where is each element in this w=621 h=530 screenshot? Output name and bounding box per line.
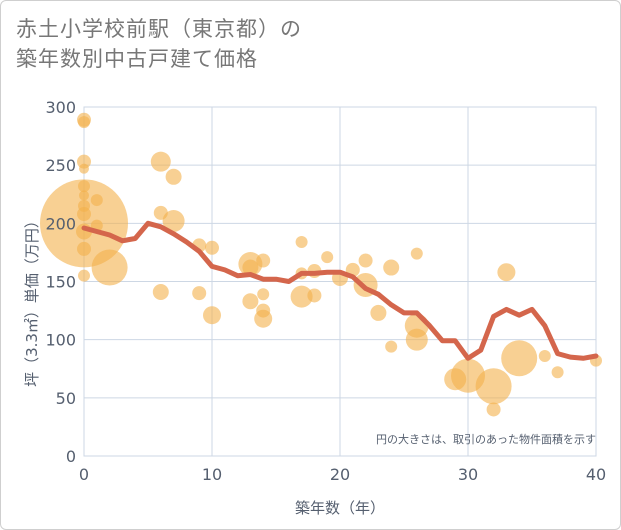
data-bubble [78,180,90,193]
data-bubble [79,163,89,174]
data-bubble [383,259,400,276]
data-bubble [501,340,538,377]
data-bubble [91,249,128,286]
y-tick-label: 150 [45,273,76,292]
data-bubble [405,328,428,351]
data-bubble [205,240,219,255]
data-bubble [162,210,185,233]
data-bubble [79,190,89,201]
x-tick-label: 0 [79,465,89,484]
data-bubble [290,285,313,308]
data-bubble [256,303,271,318]
data-bubble [307,288,322,303]
data-bubble [551,366,564,379]
data-bubble [165,168,182,185]
data-bubble [78,199,90,212]
data-bubble [257,288,270,301]
x-tick-label: 30 [458,465,478,484]
x-tick-label: 10 [202,465,222,484]
data-bubble [538,349,551,362]
data-bubble [77,241,91,256]
average-price-line [81,220,599,361]
grid [83,106,597,457]
x-tick-label: 20 [330,465,350,484]
data-bubble [410,247,423,260]
data-bubble [444,368,467,391]
y-axis-label: 坪（3.3㎡）単価（万円） [23,213,41,387]
data-bubble [152,283,169,300]
data-bubble [370,304,387,321]
y-tick-label: 250 [45,156,76,175]
data-bubble [321,251,334,264]
data-bubble [150,151,171,172]
data-bubble [358,253,373,268]
y-tick-label: 100 [45,331,76,350]
data-bubble [385,340,398,353]
bubbles [40,112,602,417]
chart-title-line2: 築年数別中古戸建て価格 [16,47,258,71]
chart-title-line1: 赤土小学校前駅（東京都）の [16,17,302,41]
y-tick-label: 0 [66,447,76,466]
x-tick-label: 40 [586,465,606,484]
size-legend-note: 円の大きさは、取引のあった物件面積を示す [376,432,596,446]
chart-title: 赤土小学校前駅（東京都）の 築年数別中古戸建て価格 [16,14,302,74]
y-tick-label: 200 [45,214,76,233]
data-bubble [90,194,103,207]
data-bubble [78,116,90,129]
data-bubble [486,402,501,417]
y-tick-label: 50 [56,389,76,408]
data-bubble [192,286,207,301]
data-bubble [78,269,90,282]
data-bubble [203,306,221,325]
data-bubble [153,205,168,220]
data-bubble [242,259,259,276]
y-tick-label: 300 [45,98,76,117]
x-axis-label: 築年数（年） [295,499,385,517]
data-bubble [40,179,128,268]
data-bubble [497,263,516,282]
data-bubble [242,293,259,310]
tick-labels: 0 50 100 150 200 250 300 0 10 20 30 40 [45,98,606,484]
data-bubble [295,235,308,248]
data-bubble [256,253,271,268]
